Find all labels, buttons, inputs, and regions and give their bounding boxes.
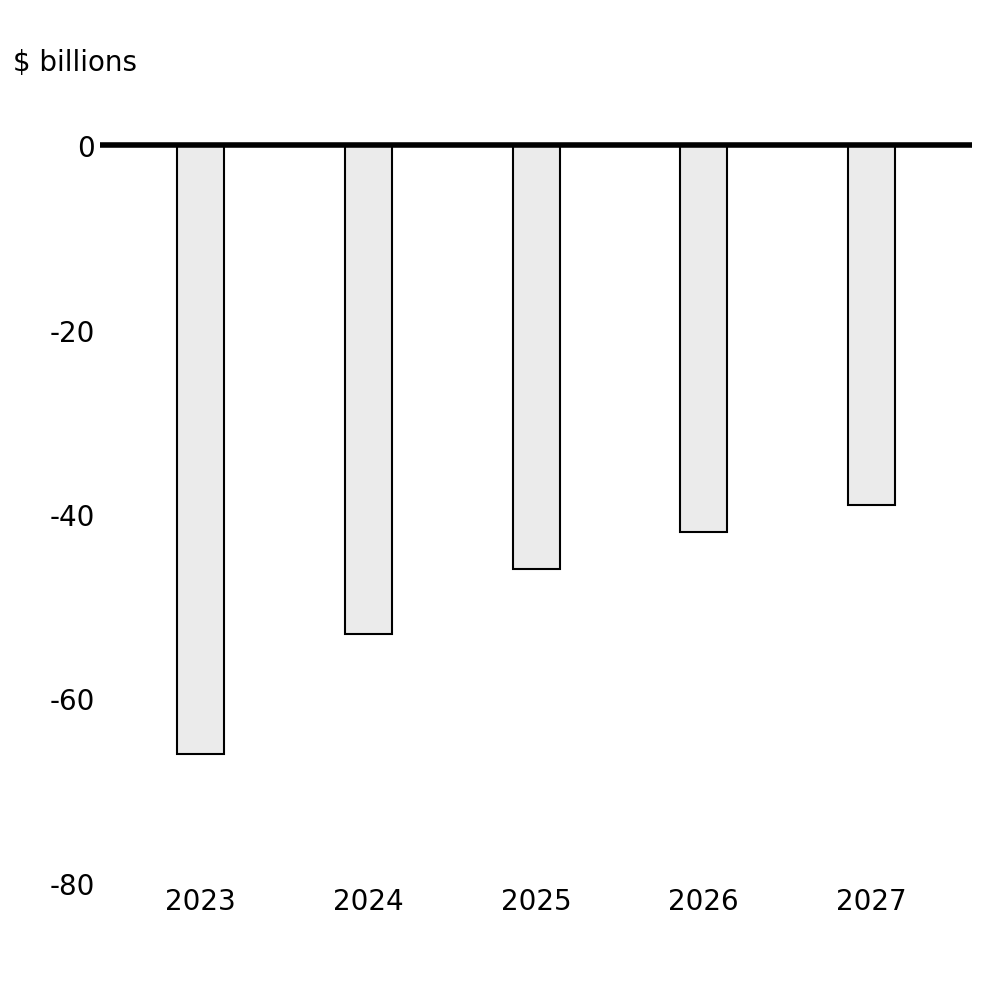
Bar bbox=[848, 146, 895, 506]
Bar bbox=[680, 146, 727, 533]
Bar bbox=[345, 146, 392, 634]
Bar bbox=[513, 146, 559, 570]
Text: $ billions: $ billions bbox=[13, 49, 137, 77]
Bar bbox=[177, 146, 224, 754]
